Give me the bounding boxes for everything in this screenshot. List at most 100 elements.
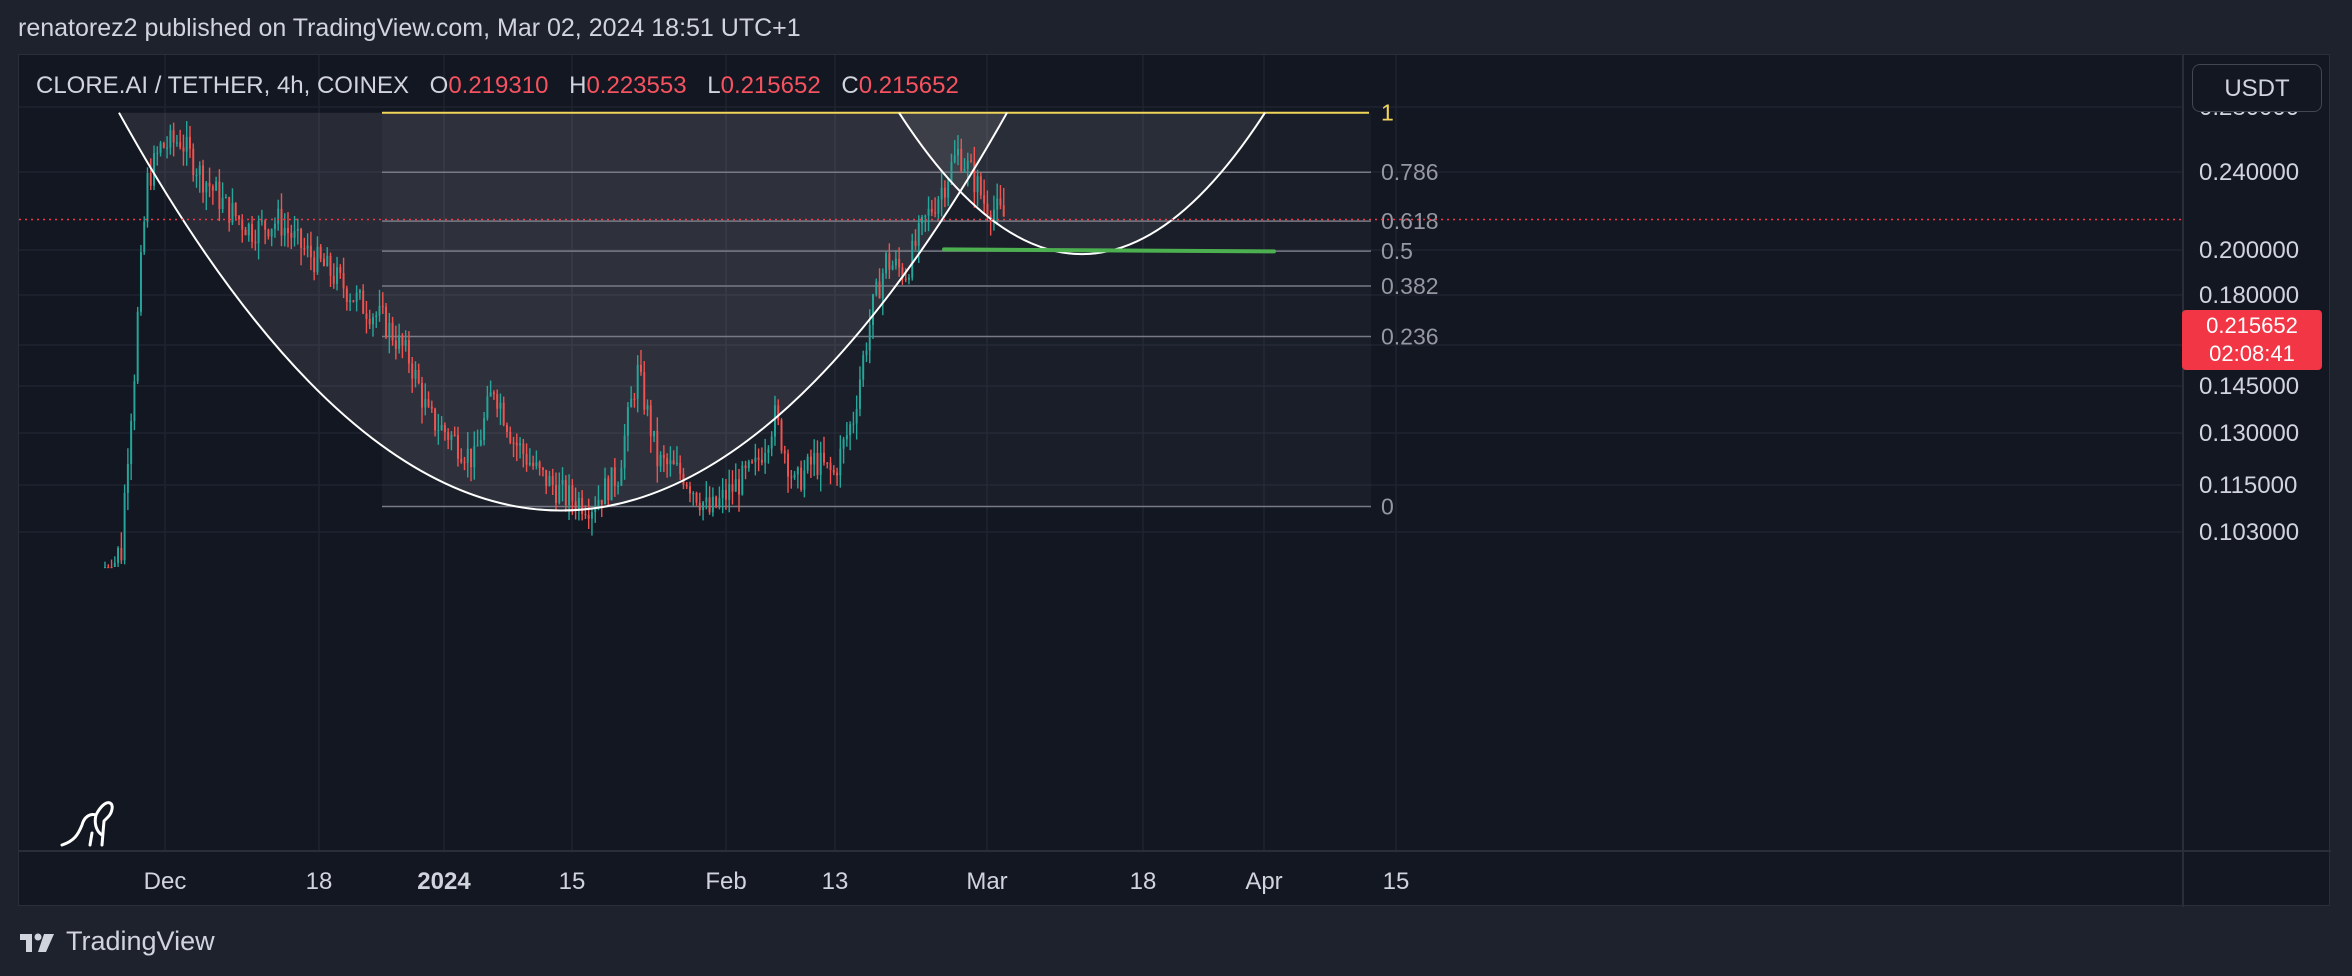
time-label-2: 2024 bbox=[417, 868, 471, 895]
candle-body bbox=[260, 220, 263, 222]
candle-body bbox=[139, 252, 142, 312]
time-axis[interactable]: Dec 18 2024 15 Feb 13 Mar 18 Apr 15 bbox=[144, 868, 1410, 895]
candle-body bbox=[872, 294, 874, 326]
candle-184 bbox=[705, 481, 708, 510]
fib-retracement[interactable]: 1 0.786 0.618 0.5 0.382 0.236 0 bbox=[382, 100, 1439, 520]
candle-21 bbox=[172, 122, 175, 157]
candle-body bbox=[943, 187, 946, 198]
candle-body bbox=[937, 199, 940, 214]
candle-body bbox=[669, 460, 672, 465]
candle-body bbox=[963, 169, 966, 171]
price-label-8: 0.103000 bbox=[2199, 519, 2299, 546]
candle-body bbox=[267, 229, 270, 237]
candle-body bbox=[979, 176, 982, 196]
candle-body bbox=[590, 512, 593, 519]
candle-body bbox=[505, 424, 508, 432]
candle-269 bbox=[983, 179, 986, 215]
cup-handle-curves[interactable] bbox=[19, 112, 2183, 512]
candle-body bbox=[277, 208, 280, 224]
candle-179 bbox=[689, 481, 691, 503]
candle-30 bbox=[202, 159, 205, 203]
candle-body bbox=[852, 423, 855, 425]
candle-12 bbox=[143, 216, 146, 255]
candle-39 bbox=[231, 188, 234, 226]
footer-brand[interactable]: TradingView bbox=[18, 926, 215, 957]
candle-body bbox=[894, 258, 897, 266]
candle-body bbox=[747, 461, 750, 469]
candle-body bbox=[754, 457, 757, 462]
candle-58 bbox=[293, 216, 296, 247]
dinosaur-icon[interactable] bbox=[60, 795, 120, 851]
candle-body bbox=[322, 258, 325, 267]
candle-242 bbox=[894, 250, 897, 270]
candle-body bbox=[421, 382, 423, 408]
candle-body bbox=[826, 462, 829, 464]
candle-body bbox=[208, 182, 211, 187]
candle-body bbox=[238, 216, 240, 220]
candle-body bbox=[453, 434, 456, 436]
candle-181 bbox=[695, 491, 698, 506]
candle-134 bbox=[541, 466, 544, 477]
candle-body bbox=[806, 456, 809, 471]
candle-43 bbox=[244, 226, 247, 236]
candle-body bbox=[868, 325, 871, 351]
candle-200 bbox=[757, 448, 760, 472]
candle-163 bbox=[636, 355, 639, 413]
candle-79 bbox=[362, 284, 365, 315]
candle-body bbox=[613, 467, 616, 486]
candle-80 bbox=[365, 300, 368, 334]
candle-4 bbox=[117, 546, 120, 567]
candle-body bbox=[607, 478, 610, 501]
candle-26 bbox=[188, 125, 191, 158]
candle-body bbox=[179, 142, 182, 148]
candle-85 bbox=[381, 292, 384, 314]
candle-body bbox=[865, 350, 868, 356]
candle-body bbox=[149, 172, 152, 186]
candle-109 bbox=[460, 448, 463, 464]
candle-body bbox=[182, 147, 185, 152]
candle-body bbox=[270, 228, 273, 237]
candle-180 bbox=[692, 491, 695, 506]
candle-96 bbox=[417, 363, 420, 385]
candle-body bbox=[809, 456, 812, 465]
candle-120 bbox=[496, 389, 499, 418]
candle-177 bbox=[682, 467, 685, 490]
candle-273 bbox=[996, 183, 999, 226]
candle-body bbox=[545, 469, 548, 487]
candle-body bbox=[309, 245, 312, 258]
candle-236 bbox=[875, 278, 878, 297]
low-key: L bbox=[707, 72, 721, 99]
candle-63 bbox=[309, 231, 312, 271]
candle-body bbox=[597, 499, 600, 509]
candle-body bbox=[724, 489, 727, 500]
candle-body bbox=[751, 461, 754, 463]
candle-body bbox=[878, 281, 881, 299]
candle-body bbox=[241, 219, 244, 230]
candle-49 bbox=[264, 219, 267, 245]
candle-body bbox=[728, 484, 731, 500]
candle-111 bbox=[466, 432, 469, 478]
candle-body bbox=[813, 452, 816, 465]
candle-body bbox=[679, 462, 682, 474]
candle-211 bbox=[793, 471, 796, 480]
candle-body bbox=[496, 394, 499, 409]
candle-body bbox=[319, 246, 322, 259]
currency-button[interactable]: USDT bbox=[2192, 64, 2322, 112]
candle-210 bbox=[790, 469, 793, 489]
candle-214 bbox=[803, 459, 806, 498]
candle-body bbox=[800, 467, 803, 490]
candle-body bbox=[574, 501, 577, 510]
candle-48 bbox=[260, 209, 263, 226]
candle-body bbox=[577, 497, 580, 510]
candle-0 bbox=[104, 561, 106, 569]
candle-23 bbox=[179, 129, 182, 150]
candle-body bbox=[760, 459, 763, 463]
close-key: C bbox=[841, 72, 859, 99]
candle-188 bbox=[718, 486, 721, 510]
symbol-title: CLORE.AI / TETHER, 4h, COINEX bbox=[36, 72, 409, 99]
candle-57 bbox=[290, 224, 293, 250]
candle-254 bbox=[934, 197, 937, 218]
candle-body bbox=[492, 392, 495, 395]
